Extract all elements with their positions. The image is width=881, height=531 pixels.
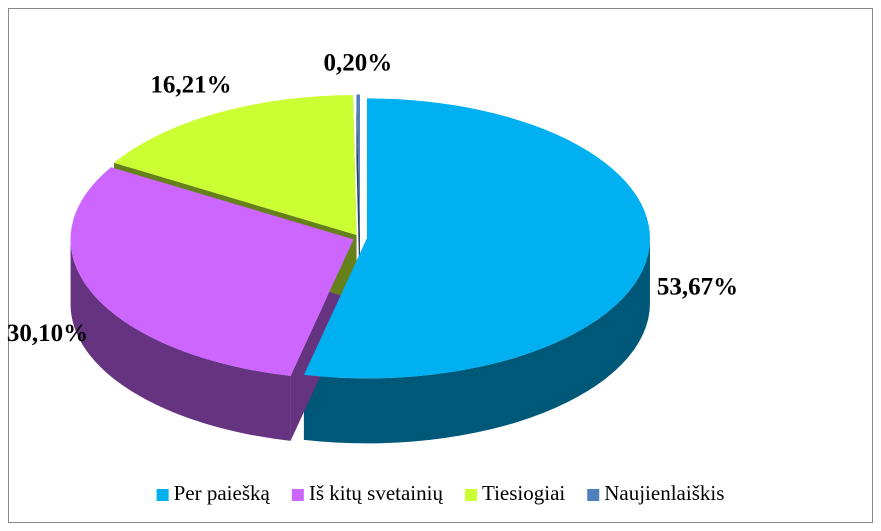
slice-edge bbox=[356, 94, 360, 300]
legend-swatch bbox=[156, 489, 169, 501]
legend-swatch bbox=[587, 489, 600, 501]
legend-label: Tiesiogiai bbox=[482, 481, 565, 505]
slice bbox=[114, 94, 357, 235]
data-label: 53,67% bbox=[657, 274, 738, 301]
pie-tops bbox=[70, 94, 650, 379]
slice bbox=[70, 167, 354, 376]
legend-label: Iš kitų svetainių bbox=[309, 481, 444, 505]
slice bbox=[303, 98, 650, 379]
data-label: 30,10% bbox=[7, 320, 88, 347]
data-label: 0,20% bbox=[323, 50, 392, 77]
slice-side bbox=[70, 239, 291, 441]
data-label: 16,21% bbox=[150, 71, 231, 98]
legend-swatch bbox=[464, 489, 477, 501]
legend-label: Per paiešką bbox=[174, 481, 271, 505]
slice-side bbox=[303, 238, 650, 444]
slice bbox=[356, 94, 360, 235]
legend-swatch bbox=[291, 489, 304, 501]
legend: Per paiešką Iš kitų svetainių Tiesiogiai Na… bbox=[156, 481, 724, 505]
legend-label: Naujienlaiškis bbox=[604, 481, 724, 505]
